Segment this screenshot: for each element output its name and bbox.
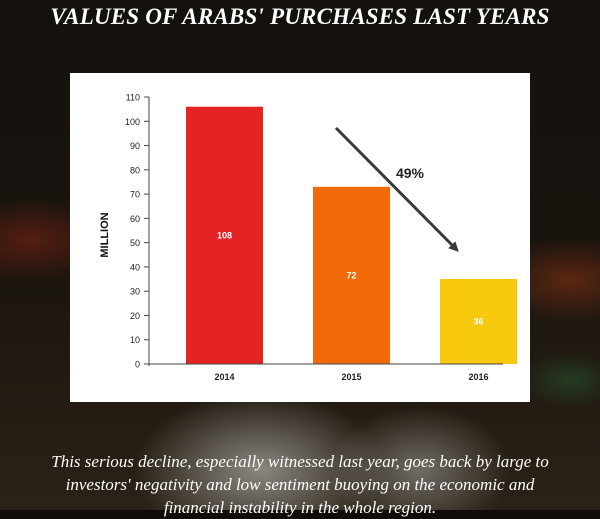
y-tick-label: 60 [130,214,140,224]
page-title: VALUES OF ARABS' PURCHASES LAST YEARS [50,4,550,29]
y-tick-label: 110 [126,93,140,103]
y-tick-label: 80 [130,165,140,175]
y-tick-label: 30 [130,287,140,297]
y-tick-label: 40 [130,262,140,272]
bar-2015 [313,186,390,364]
y-tick-label: 20 [130,311,140,321]
x-tick-label: 2015 [341,372,361,382]
y-tick-label: 90 [130,141,140,151]
y-tick-label: 10 [130,335,140,345]
decline-percent-label: 49% [396,165,425,181]
x-tick-label: 2016 [468,372,488,382]
caption-text: This serious decline, especially witness… [51,452,549,517]
bar-value-label: 72 [346,270,356,280]
x-tick-label: 2014 [214,372,234,382]
y-tick-label: 70 [130,190,140,200]
bar-2016 [440,279,517,364]
y-axis-label: MILLION [99,212,111,257]
y-tick-label: 100 [125,117,140,127]
y-tick-label: 50 [130,238,140,248]
bar-chart: MILLION 0 10 20 30 40 50 60 70 80 90 100 110 108 72 3… [99,93,517,382]
bar-value-label: 36 [473,317,483,327]
bar-2014 [186,106,263,364]
chart-card: MILLION 0 10 20 30 40 50 60 70 80 90 100 110 108 72 3… [70,73,530,402]
y-tick-label: 0 [135,360,140,370]
decline-arrow [334,126,459,252]
bar-value-label: 108 [217,230,232,240]
